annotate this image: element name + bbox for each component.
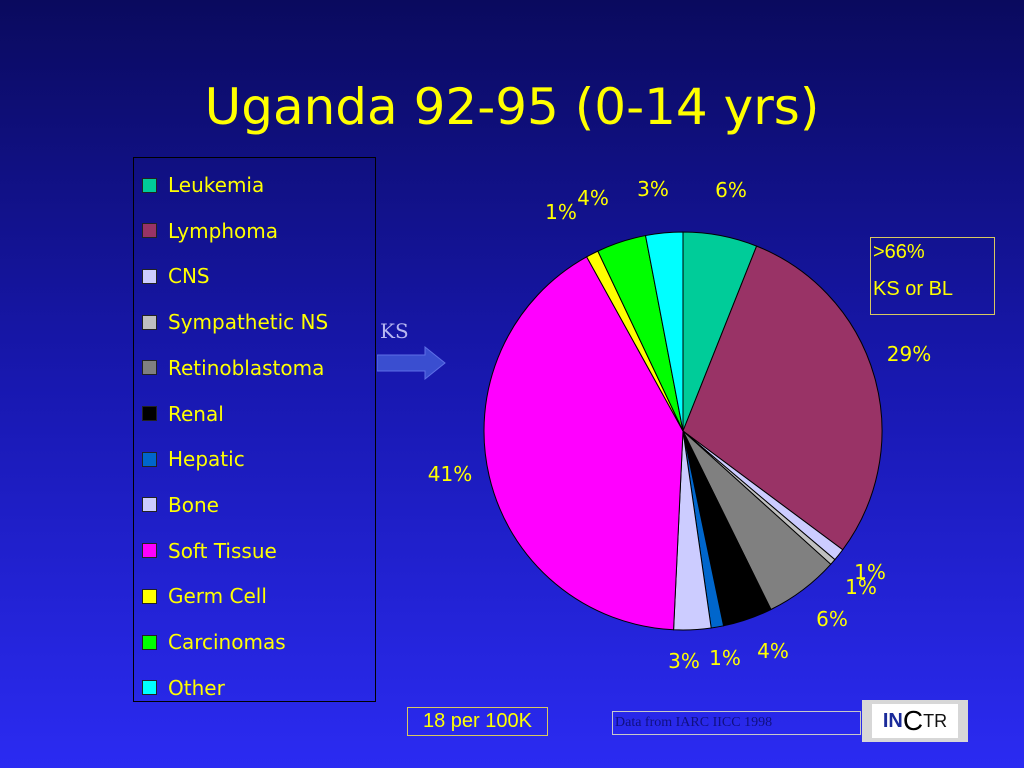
- legend-swatch: [142, 543, 157, 559]
- slice-label: 1%: [854, 560, 886, 584]
- legend-item: Retinoblastoma: [142, 356, 324, 380]
- slice-label: 3%: [668, 649, 700, 673]
- logo-part-1: IN: [882, 709, 903, 732]
- legend-item: Sympathetic NS: [142, 310, 328, 334]
- legend-item: Leukemia: [142, 173, 264, 197]
- legend-swatch: [142, 680, 157, 696]
- legend-label: Bone: [168, 492, 219, 517]
- legend-label: Retinoblastoma: [168, 355, 325, 380]
- legend-label: Sympathetic NS: [168, 310, 329, 335]
- legend-swatch: [142, 177, 157, 193]
- legend-label: Hepatic: [168, 447, 245, 472]
- slice-label: 6%: [816, 607, 848, 631]
- legend-swatch: [142, 314, 157, 330]
- ks-label: KS: [380, 319, 409, 343]
- legend-label: Germ Cell: [168, 584, 267, 609]
- incidence-rate: 18 per 100K: [407, 707, 548, 736]
- legend-item: Hepatic: [142, 447, 245, 471]
- inctr-logo: IN C TR: [862, 700, 968, 742]
- legend-swatch: [142, 406, 157, 421]
- note-line-2: KS or BL: [873, 278, 954, 300]
- slice-label: 41%: [428, 462, 472, 486]
- pie-slice-other: [644, 231, 684, 432]
- ks-bl-note: >66% KS or BL: [870, 237, 995, 315]
- logo-part-2: C: [902, 705, 924, 736]
- slice-label: 29%: [887, 342, 931, 366]
- legend-item: Germ Cell: [142, 584, 267, 608]
- pie-slice-lymphoma: [682, 245, 883, 551]
- legend-swatch: [142, 588, 157, 604]
- logo-part-3: TR: [923, 710, 948, 731]
- legend-item: Carcinomas: [142, 630, 286, 654]
- legend-label: CNS: [168, 264, 210, 289]
- chart-legend: Leukemia Lymphoma CNS Sympathetic NS Retinob…: [133, 157, 376, 702]
- legend-label: Leukemia: [168, 173, 265, 197]
- slice-label: 6%: [715, 178, 747, 202]
- legend-swatch: [142, 634, 157, 650]
- pie-slice-soft-tissue: [483, 256, 684, 631]
- legend-item: Renal: [142, 402, 224, 426]
- legend-swatch: [142, 497, 157, 513]
- slice-label: 1%: [709, 646, 741, 670]
- data-source: Data from IARC IICC 1998: [612, 711, 861, 735]
- legend-item: Bone: [142, 493, 219, 517]
- slice-label: 4%: [757, 639, 789, 663]
- legend-item: CNS: [142, 264, 210, 288]
- slice-label: 1%: [545, 200, 577, 224]
- legend-label: Other: [168, 675, 225, 700]
- legend-item: Lymphoma: [142, 219, 278, 243]
- slice-label: 4%: [577, 186, 609, 210]
- slice-label: 3%: [637, 177, 669, 201]
- legend-label: Lymphoma: [168, 218, 278, 243]
- legend-swatch: [142, 223, 157, 239]
- note-line-1: >66%: [873, 241, 925, 263]
- legend-swatch: [142, 268, 157, 284]
- legend-swatch: [142, 451, 157, 467]
- legend-item: Soft Tissue: [142, 539, 277, 563]
- legend-swatch: [142, 360, 157, 376]
- legend-label: Renal: [168, 401, 224, 426]
- right-arrow-icon: [377, 346, 446, 380]
- legend-item: Other: [142, 676, 225, 700]
- logo-mark: IN C TR: [872, 704, 958, 738]
- slice-label: 1%: [845, 575, 877, 599]
- legend-label: Carcinomas: [168, 630, 286, 654]
- legend-label: Soft Tissue: [168, 538, 277, 563]
- slide-title: Uganda 92-95 (0-14 yrs): [204, 78, 820, 136]
